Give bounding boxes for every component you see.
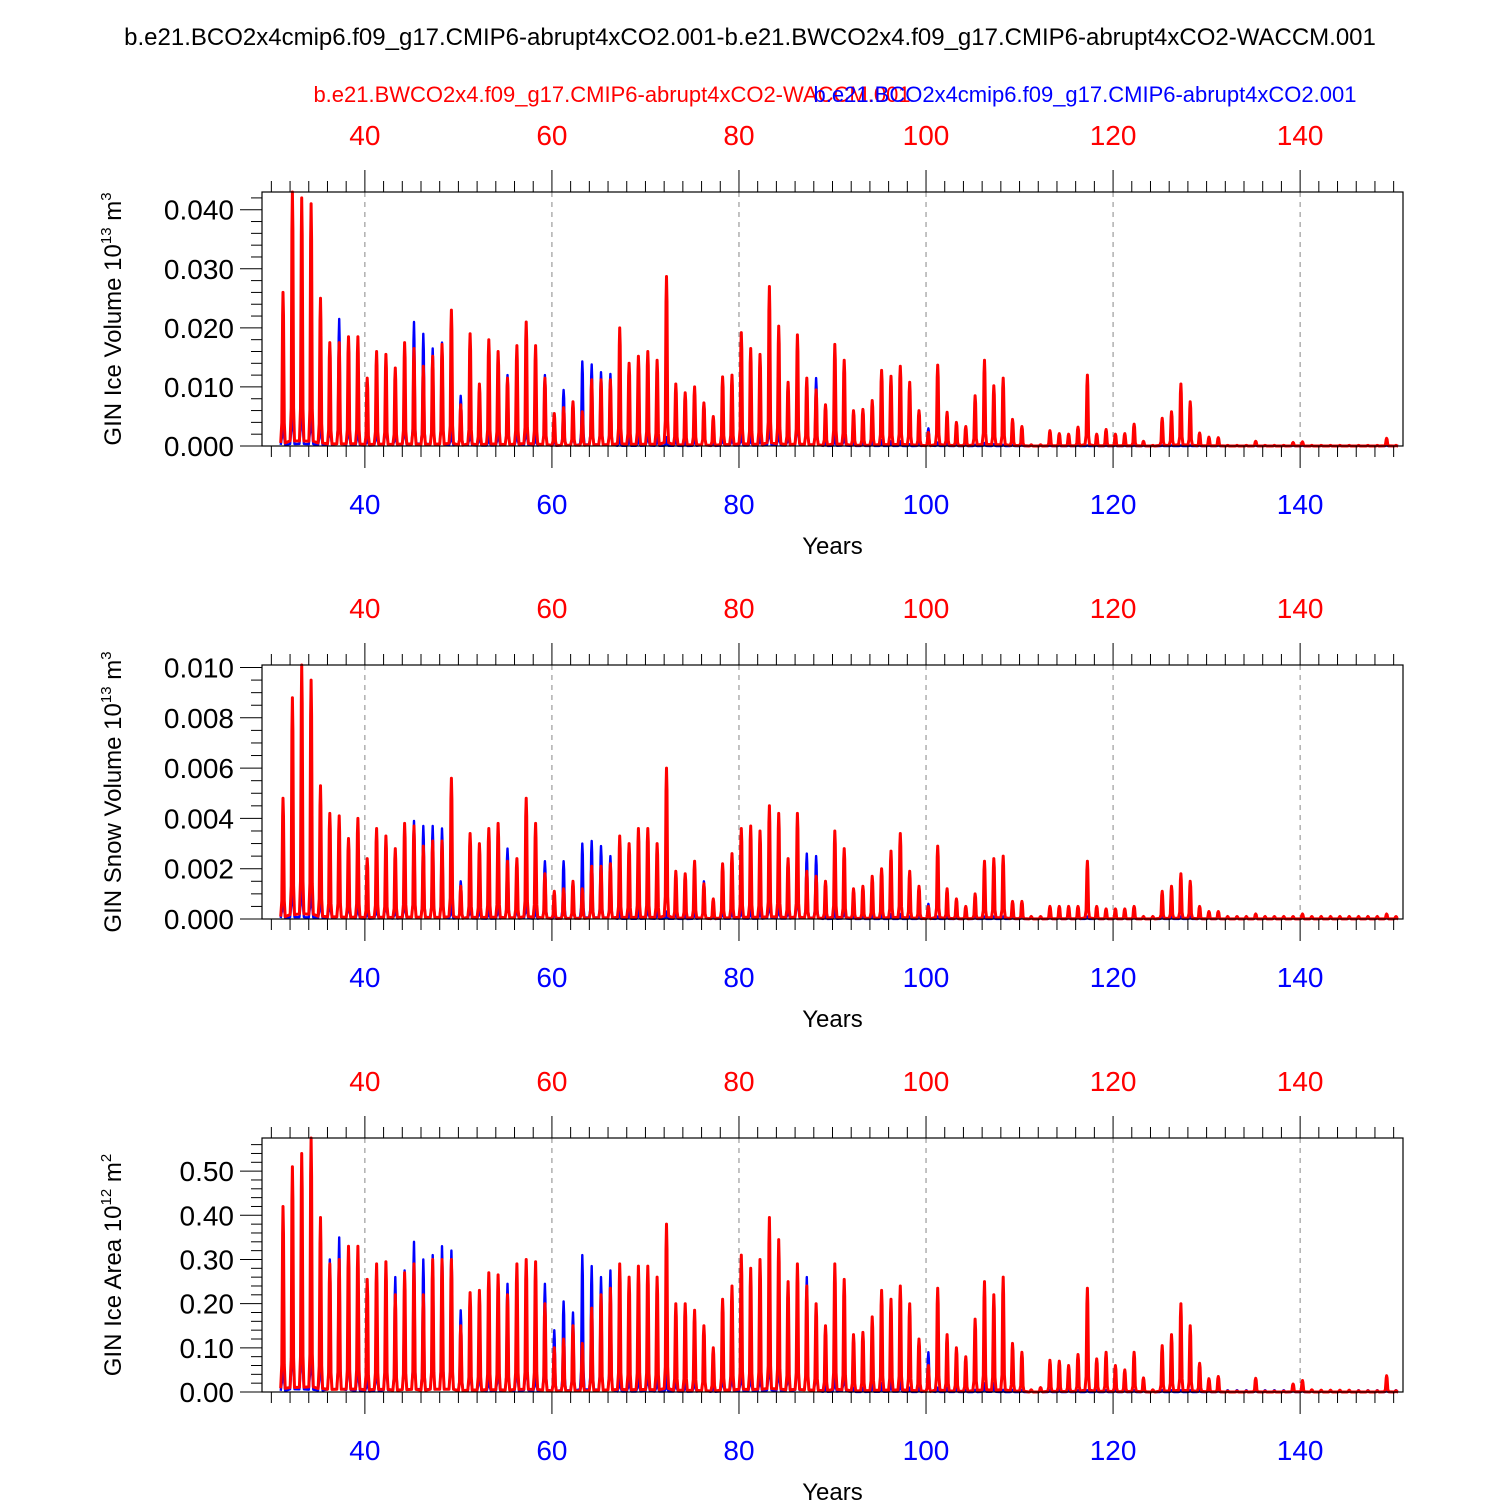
y-tick-label: 0.010 <box>164 653 234 684</box>
y-tick-label: 0.20 <box>180 1289 235 1320</box>
y-tick-label: 0.004 <box>164 803 234 834</box>
x-tick-label: 140 <box>1277 1435 1324 1466</box>
y-tick-label: 0.10 <box>180 1333 235 1364</box>
x-axis-label: Years <box>802 1479 863 1500</box>
x-tick-label: 140 <box>1277 489 1324 520</box>
x-tick-label: 140 <box>1277 962 1324 993</box>
y-tick-label: 0.030 <box>164 254 234 285</box>
top-x-tick-label: 140 <box>1277 120 1324 151</box>
top-x-tick-label: 40 <box>349 1066 380 1097</box>
top-x-tick-label: 80 <box>723 593 754 624</box>
top-x-tick-label: 120 <box>1090 593 1137 624</box>
y-tick-label: 0.040 <box>164 195 234 226</box>
series-line-red <box>279 190 1399 448</box>
x-tick-label: 100 <box>903 489 950 520</box>
x-tick-label: 120 <box>1090 489 1137 520</box>
series-line-red <box>279 663 1399 921</box>
x-tick-label: 60 <box>536 489 567 520</box>
y-axis-label: GIN Snow Volume 1013 m3 <box>98 651 127 932</box>
series-line-red <box>279 1136 1399 1394</box>
top-x-tick-label: 120 <box>1090 1066 1137 1097</box>
top-x-tick-label: 100 <box>903 120 950 151</box>
y-tick-label: 0.50 <box>180 1156 235 1187</box>
top-x-tick-label: 40 <box>349 593 380 624</box>
chart-panel-2: 40 40 60 60 80 80 100 100 120 120 140 140 Years 0.000… <box>98 593 1404 1033</box>
x-tick-label: 80 <box>723 962 754 993</box>
x-axis-label: Years <box>802 1006 863 1033</box>
x-tick-label: 40 <box>349 962 380 993</box>
series-line-blue <box>279 317 1399 448</box>
x-tick-label: 120 <box>1090 1435 1137 1466</box>
y-tick-label: 0.00 <box>180 1377 235 1408</box>
x-tick-label: 40 <box>349 489 380 520</box>
y-tick-label: 0.010 <box>164 372 234 403</box>
x-tick-label: 60 <box>536 1435 567 1466</box>
y-axis-label: GIN Ice Area 1012 m2 <box>98 1154 127 1376</box>
y-tick-label: 0.000 <box>164 431 234 462</box>
y-axis-label: GIN Ice Volume 1013 m3 <box>98 192 127 445</box>
y-tick-label: 0.40 <box>180 1200 235 1231</box>
top-x-tick-label: 140 <box>1277 593 1324 624</box>
y-tick-label: 0.006 <box>164 753 234 784</box>
chart-panel-1: 40 40 60 60 80 80 100 100 120 120 140 140 Years 0.000… <box>98 120 1404 560</box>
legend-red-label: b.e21.BWCO2x4.f09_g17.CMIP6-abrupt4xCO2-… <box>313 82 910 107</box>
y-tick-label: 0.020 <box>164 313 234 344</box>
top-x-tick-label: 60 <box>536 1066 567 1097</box>
top-x-tick-label: 80 <box>723 120 754 151</box>
y-tick-label: 0.002 <box>164 854 234 885</box>
legend-blue-label: b.e21.BCO2x4cmip6.f09_g17.CMIP6-abrupt4x… <box>814 82 1357 107</box>
y-tick-label: 0.30 <box>180 1244 235 1275</box>
x-tick-label: 80 <box>723 1435 754 1466</box>
figure-title: b.e21.BCO2x4cmip6.f09_g17.CMIP6-abrupt4x… <box>124 24 1376 51</box>
series-line-blue <box>279 1236 1399 1394</box>
top-x-tick-label: 100 <box>903 1066 950 1097</box>
y-tick-label: 0.008 <box>164 703 234 734</box>
x-tick-label: 80 <box>723 489 754 520</box>
top-x-tick-label: 80 <box>723 1066 754 1097</box>
top-x-tick-label: 40 <box>349 120 380 151</box>
chart-panel-3: 40 40 60 60 80 80 100 100 120 120 140 140 Years 0.00 0… <box>98 1066 1404 1500</box>
x-tick-label: 120 <box>1090 962 1137 993</box>
x-tick-label: 40 <box>349 1435 380 1466</box>
x-tick-label: 100 <box>903 1435 950 1466</box>
top-x-tick-label: 120 <box>1090 120 1137 151</box>
top-x-tick-label: 140 <box>1277 1066 1324 1097</box>
x-tick-label: 100 <box>903 962 950 993</box>
y-tick-label: 0.000 <box>164 904 234 935</box>
x-tick-label: 60 <box>536 962 567 993</box>
top-x-tick-label: 100 <box>903 593 950 624</box>
top-x-tick-label: 60 <box>536 593 567 624</box>
top-x-tick-label: 60 <box>536 120 567 151</box>
x-axis-label: Years <box>802 533 863 560</box>
